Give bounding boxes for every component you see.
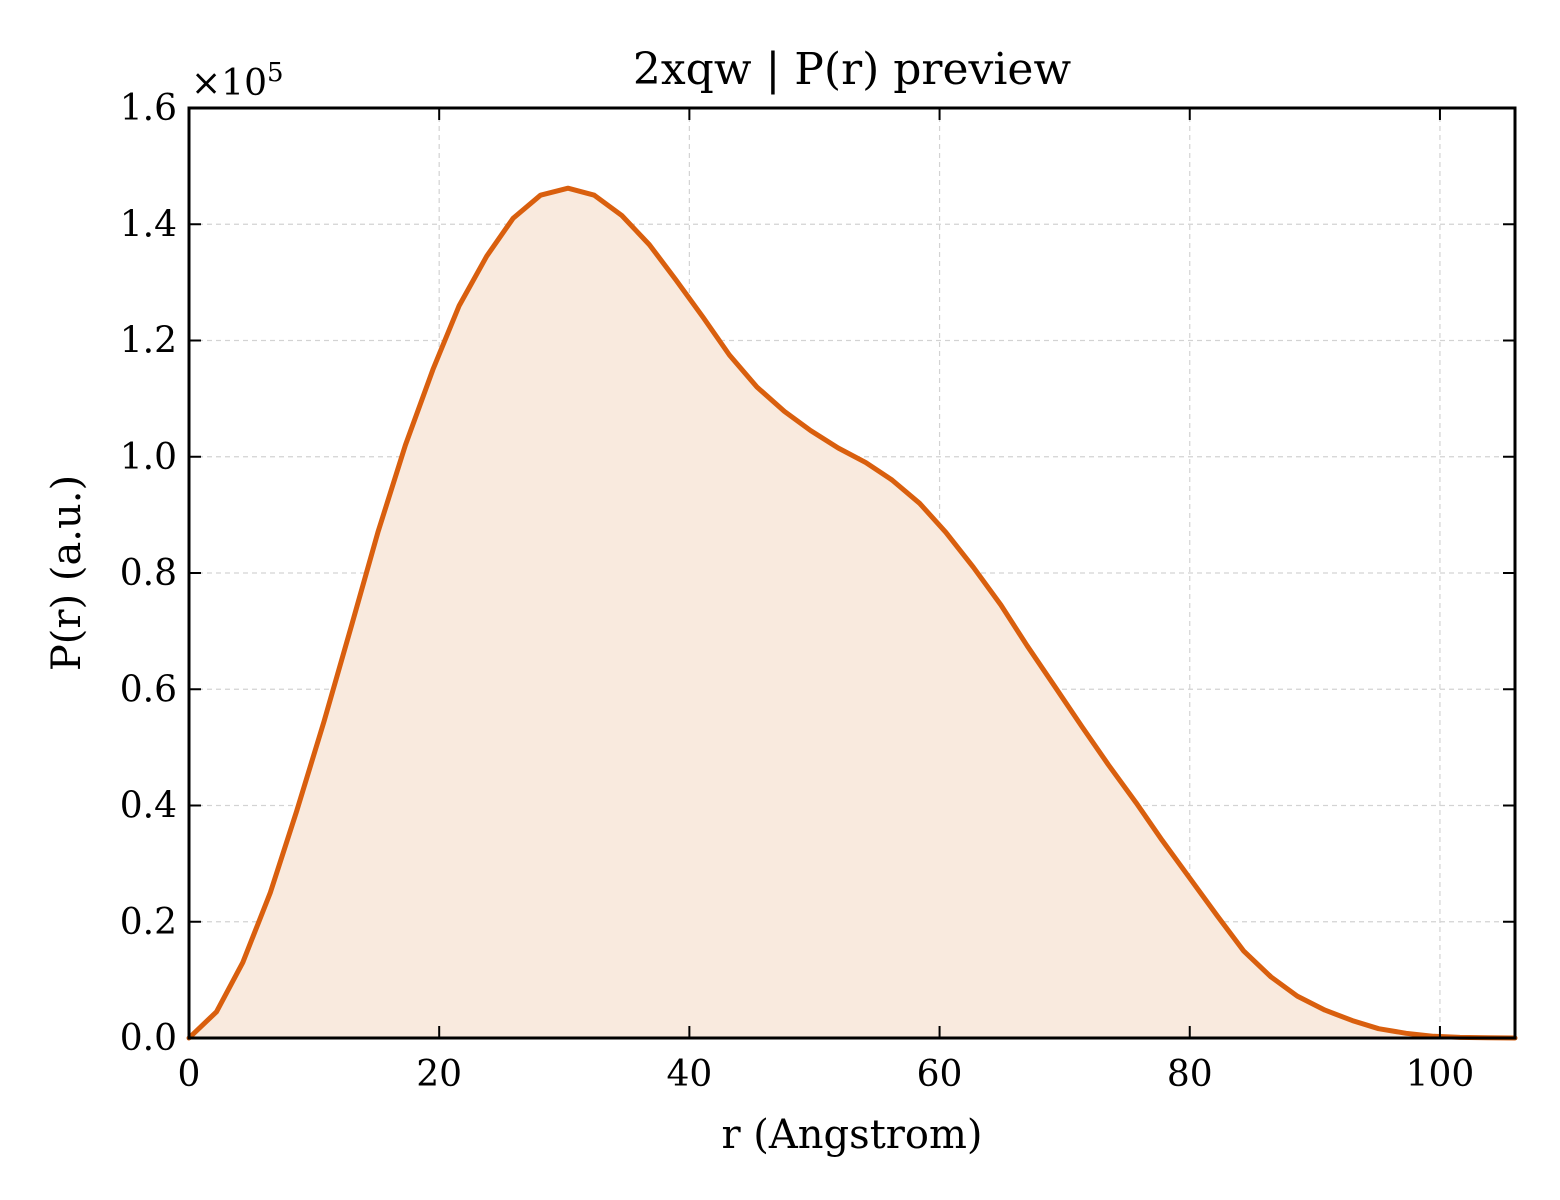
series-line-layer <box>186 185 1518 1041</box>
y-axis-label: P(r) (a.u.) <box>44 475 90 671</box>
x-tick-label: 60 <box>917 1054 963 1095</box>
area-fill-layer <box>189 188 1515 1038</box>
x-tick-label: 20 <box>416 1054 462 1095</box>
y-multiplier-base: ×10 <box>191 63 267 104</box>
y-tick-label: 0.6 <box>120 669 177 710</box>
x-tick-label: 40 <box>666 1054 712 1095</box>
x-tick-label: 80 <box>1167 1054 1213 1095</box>
y-axis-multiplier: ×105 <box>191 58 284 104</box>
x-axis-label: r (Angstrom) <box>721 1112 982 1158</box>
tick-labels: 0 20 40 60 80 100 0.0 0.2 0.4 0.6 0.8 1.0 1.2 1.4 1.6 <box>120 88 1475 1095</box>
x-tick-label: 100 <box>1406 1054 1475 1095</box>
y-tick-label: 0.0 <box>120 1018 177 1059</box>
chart-title: 2xqw | P(r) preview <box>633 44 1072 95</box>
y-tick-label: 0.8 <box>120 553 177 594</box>
y-tick-label: 1.2 <box>120 321 177 362</box>
y-tick-label: 1.6 <box>120 88 177 129</box>
y-tick-label: 1.0 <box>120 437 177 478</box>
plot-frame <box>187 106 1517 1040</box>
pr-area-fill <box>189 188 1515 1038</box>
y-tick-label: 1.4 <box>120 204 177 245</box>
y-tick-label: 0.2 <box>120 902 177 943</box>
y-multiplier-exponent: 5 <box>267 58 284 88</box>
x-tick-label: 0 <box>178 1054 201 1095</box>
pr-series-line <box>186 185 1518 1041</box>
y-tick-label: 0.4 <box>120 786 177 827</box>
